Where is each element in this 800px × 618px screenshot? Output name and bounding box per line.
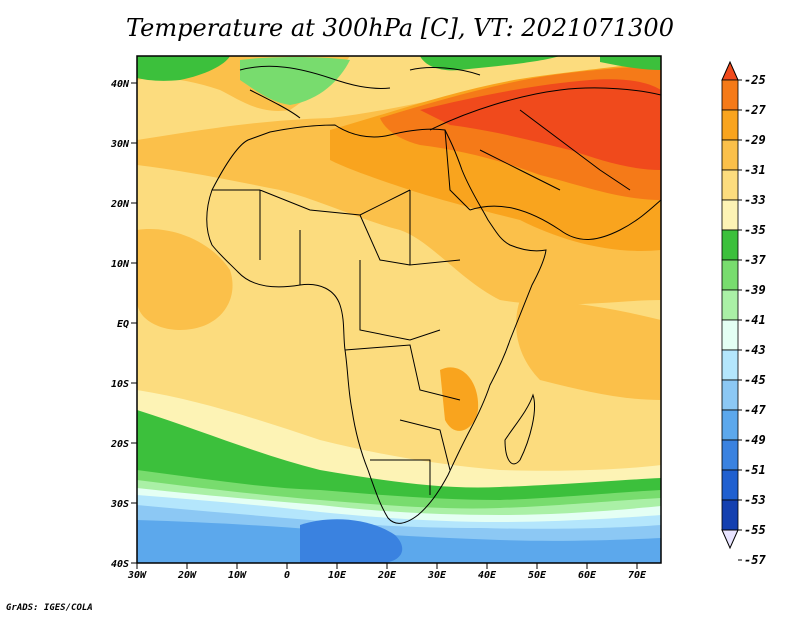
africa-outline xyxy=(206,124,547,524)
lon-label: 70E xyxy=(628,570,647,581)
colorbar-swatch xyxy=(721,349,739,381)
colorbar-swatch xyxy=(721,409,739,441)
temperature-field xyxy=(137,56,661,563)
credit-text: GrADS: IGES/COLA xyxy=(6,603,93,613)
axis-ticks xyxy=(131,82,638,569)
colorbar-swatch xyxy=(721,499,739,531)
colorbar-label: -51 xyxy=(744,463,766,477)
colorbar-label: -37 xyxy=(744,253,766,267)
map-title: Temperature at 300hPa [C], VT: 202107130… xyxy=(126,14,674,42)
lon-label: 30E xyxy=(427,570,447,581)
colorbar-swatch xyxy=(721,259,739,291)
colorbar-swatch xyxy=(721,79,739,111)
colorbar-swatch xyxy=(721,469,739,501)
colorbar-label: -49 xyxy=(744,433,766,447)
colorbar-label: -53 xyxy=(744,493,766,507)
longitude-labels: 30W 20W 10W 0 10E 20E 30E 40E 50E 60E 70… xyxy=(127,570,647,581)
lat-label: 20S xyxy=(110,439,129,450)
colorbar-swatch xyxy=(721,139,739,171)
field-patch-west xyxy=(137,229,233,330)
latitude-labels: 40N 30N 20N 10N EQ 10S 20S 30S 40S xyxy=(110,79,130,570)
colorbar-swatch xyxy=(721,109,739,141)
colorbar-label: -35 xyxy=(744,223,766,237)
colorbar-label: -45 xyxy=(744,373,766,387)
colorbar-swatch xyxy=(721,289,739,321)
lon-label: 30W xyxy=(127,570,147,581)
colorbar-swatch xyxy=(721,319,739,351)
colorbar: -25 -27 -29 -31 -33 -35 -37 -39 -41 -43 -45 -47 -49 -… xyxy=(721,60,766,567)
colorbar-label: -25 xyxy=(744,73,766,87)
lon-label: 0 xyxy=(284,570,290,581)
colorbar-label: -41 xyxy=(744,313,766,327)
lat-label: 20N xyxy=(110,199,130,210)
field-patch-east xyxy=(440,367,479,431)
field-band-25 xyxy=(420,79,661,170)
colorbar-label: -43 xyxy=(744,343,766,357)
colorbar-label: -39 xyxy=(744,283,766,297)
field-patch-51 xyxy=(300,519,403,563)
colorbar-label: -29 xyxy=(744,133,766,147)
lat-label: 30S xyxy=(110,499,129,510)
field-patch-med-39 xyxy=(240,57,350,105)
colorbar-swatch xyxy=(721,169,739,201)
colorbar-swatch xyxy=(721,439,739,471)
lat-label: 10S xyxy=(111,379,129,390)
lon-label: 50E xyxy=(528,570,547,581)
coastlines xyxy=(206,65,661,524)
field-patch-north-37 xyxy=(137,56,230,81)
colorbar-label: -31 xyxy=(744,163,766,177)
lat-label: 40N xyxy=(111,79,130,90)
field-patch-indian-ocean xyxy=(516,300,661,400)
lon-label: 20E xyxy=(377,570,397,581)
lon-label: 10W xyxy=(228,570,247,581)
colorbar-label: -47 xyxy=(744,403,766,417)
field-patch-med-37 xyxy=(420,56,560,71)
colorbar-swatch xyxy=(721,199,739,231)
lat-label: EQ xyxy=(117,319,129,330)
colorbar-swatch xyxy=(721,229,739,261)
colorbar-label: -57 xyxy=(744,553,766,567)
lat-label: 10N xyxy=(111,259,130,270)
colorbar-label: -55 xyxy=(744,523,766,537)
lon-label: 60E xyxy=(578,570,597,581)
lat-label: 40S xyxy=(111,559,129,570)
colorbar-swatch xyxy=(721,379,739,411)
field-patch-northeast-37 xyxy=(600,56,661,70)
madagascar-outline xyxy=(504,393,536,465)
colorbar-label: -33 xyxy=(744,193,766,207)
europe-outline xyxy=(239,65,481,119)
lon-label: 20W xyxy=(177,570,197,581)
colorbar-arrow-bottom xyxy=(721,529,739,550)
country-borders xyxy=(212,129,471,495)
lon-label: 40E xyxy=(478,570,497,581)
colorbar-label: -27 xyxy=(744,103,766,117)
lat-label: 30N xyxy=(110,139,130,150)
colorbar-arrow-top xyxy=(721,60,739,81)
map-frame xyxy=(136,55,662,564)
lon-label: 10E xyxy=(328,570,347,581)
arabia-outline xyxy=(429,87,661,240)
